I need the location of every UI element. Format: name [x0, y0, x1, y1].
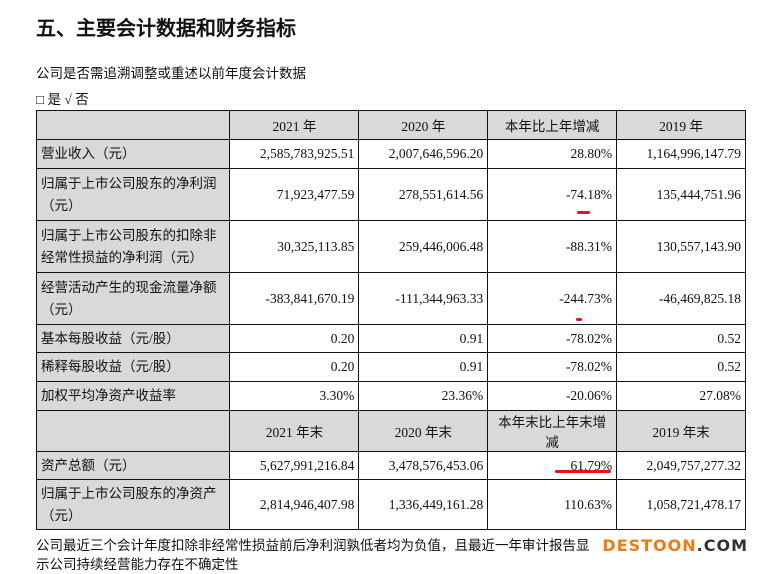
cell-value: -383,841,670.19: [229, 272, 360, 325]
row-label: 经营活动产生的现金流量净额（元）: [35, 272, 231, 325]
watermark-part: .COM: [696, 536, 748, 555]
cell-value: 0.91: [358, 352, 489, 382]
cell-value: 278,551,614.56: [358, 168, 489, 221]
table-header-row: 2021 年 2020 年本年比上年增减 2019 年: [35, 110, 746, 140]
cell-value: 2,007,646,596.20: [358, 139, 489, 169]
cell-value: -78.02%: [487, 352, 618, 382]
cell-value: -88.31%: [487, 220, 618, 273]
row-label: 资产总额（元）: [35, 451, 231, 480]
table-row: 归属于上市公司股东的净资产（元） 2,814,946,407.98 1,336,44…: [35, 479, 746, 530]
content-flow: 2021 年 2020 年本年比上年增减 2019 年营业收入（元） 2,585,78…: [35, 110, 748, 574]
table-row: 归属于上市公司股东的净利润（元） 71,923,477.59 278,551,614…: [35, 168, 746, 221]
table-row: 营业收入（元） 2,585,783,925.51 2,007,646,596.20 2…: [35, 139, 746, 169]
column-header: 2020 年: [358, 110, 489, 140]
column-header: 2020 年末: [358, 410, 489, 452]
cell-value: 3.30%: [229, 381, 360, 411]
cell-value: -244.73%: [487, 272, 618, 325]
column-header: 2021 年: [229, 110, 360, 140]
cell-value: 130,557,143.90: [616, 220, 746, 273]
cell-value: 2,049,757,277.32: [616, 451, 746, 480]
cell-value: -74.18%: [487, 168, 618, 221]
financial-indicators-table: 2021 年 2020 年本年比上年增减 2019 年营业收入（元） 2,585,78…: [35, 110, 746, 530]
watermark-part: DESTOON: [602, 536, 697, 555]
table-row: 资产总额（元） 5,627,991,216.84 3,478,576,453.06 6…: [35, 451, 746, 480]
cell-value: -20.06%: [487, 381, 618, 411]
cell-value: 71,923,477.59: [229, 168, 360, 221]
table-row: 稀释每股收益（元/股） 0.20 0.91 -78.02% 0.52: [35, 352, 746, 382]
row-label: 加权平均净资产收益率: [35, 381, 231, 411]
cell-value: 0.52: [616, 324, 746, 353]
column-header: [35, 410, 231, 452]
cell-value: 0.52: [616, 352, 746, 382]
red-annotation-underline: [555, 470, 611, 473]
cell-value: 2,585,783,925.51: [229, 139, 360, 169]
cell-value: 61.79%: [487, 451, 618, 480]
cell-value: 30,325,113.85: [229, 220, 360, 273]
row-label: 营业收入（元）: [35, 139, 231, 169]
cell-value: 110.63%: [487, 479, 618, 530]
cell-value: 1,336,449,161.28: [358, 479, 489, 530]
cell-value: 3,478,576,453.06: [358, 451, 489, 480]
cell-value: 1,164,996,147.79: [616, 139, 746, 169]
cell-value: 28.80%: [487, 139, 618, 169]
row-label: 归属于上市公司股东的扣除非经常性损益的净利润（元）: [35, 220, 231, 273]
row-label: 归属于上市公司股东的净利润（元）: [35, 168, 231, 221]
column-header: [35, 110, 231, 140]
row-label: 基本每股收益（元/股）: [35, 324, 231, 353]
cell-value: 0.91: [358, 324, 489, 353]
cell-value: 27.08%: [616, 381, 746, 411]
cell-value: 2,814,946,407.98: [229, 479, 360, 530]
watermark-logo: DESTOON.COM: [602, 536, 748, 555]
cell-value: 0.20: [229, 324, 360, 353]
table-header-row: 2021 年末 2020 年末 本年末比上年末增减 2019 年末: [35, 410, 746, 452]
column-header: 2021 年末: [229, 410, 360, 452]
cell-value: -111,344,963.33: [358, 272, 489, 325]
cell-value: 0.20: [229, 352, 360, 382]
section-title: 五、主要会计数据和财务指标: [36, 16, 296, 40]
cell-value: -78.02%: [487, 324, 618, 353]
table-row: 归属于上市公司股东的扣除非经常性损益的净利润（元） 30,325,113.85 25…: [35, 220, 746, 273]
cell-value: 135,444,751.96: [616, 168, 746, 221]
column-header: 本年末比上年末增减: [487, 410, 618, 452]
cell-value: 1,058,721,478.17: [616, 479, 746, 530]
footer-note: 公司最近三个会计年度扣除非经常性损益前后净利润孰低者均为负值，且最近一年审计报告…: [36, 538, 590, 572]
column-header: 2019 年末: [616, 410, 746, 452]
footer-block: DESTOON.COM 公司最近三个会计年度扣除非经常性损益前后净利润孰低者均为…: [36, 536, 748, 574]
column-header: 2019 年: [616, 110, 746, 140]
table-row: 加权平均净资产收益率 3.30% 23.36% -20.06% 27.08%: [35, 381, 746, 411]
cell-value: 259,446,006.48: [358, 220, 489, 273]
row-label: 稀释每股收益（元/股）: [35, 352, 231, 382]
restatement-options: □ 是 √ 否: [36, 92, 89, 107]
cell-value: 23.36%: [358, 381, 489, 411]
red-annotation-mark: [576, 318, 582, 321]
restatement-question: 公司是否需追溯调整或重述以前年度会计数据: [36, 66, 306, 81]
row-label: 归属于上市公司股东的净资产（元）: [35, 479, 231, 530]
table-row: 经营活动产生的现金流量净额（元） -383,841,670.19 -111,344,…: [35, 272, 746, 325]
column-header: 本年比上年增减: [487, 110, 618, 140]
table-row: 基本每股收益（元/股） 0.20 0.91 -78.02% 0.52: [35, 324, 746, 353]
red-annotation-mark: [577, 211, 590, 214]
cell-value: 5,627,991,216.84: [229, 451, 360, 480]
cell-value: -46,469,825.18: [616, 272, 746, 325]
